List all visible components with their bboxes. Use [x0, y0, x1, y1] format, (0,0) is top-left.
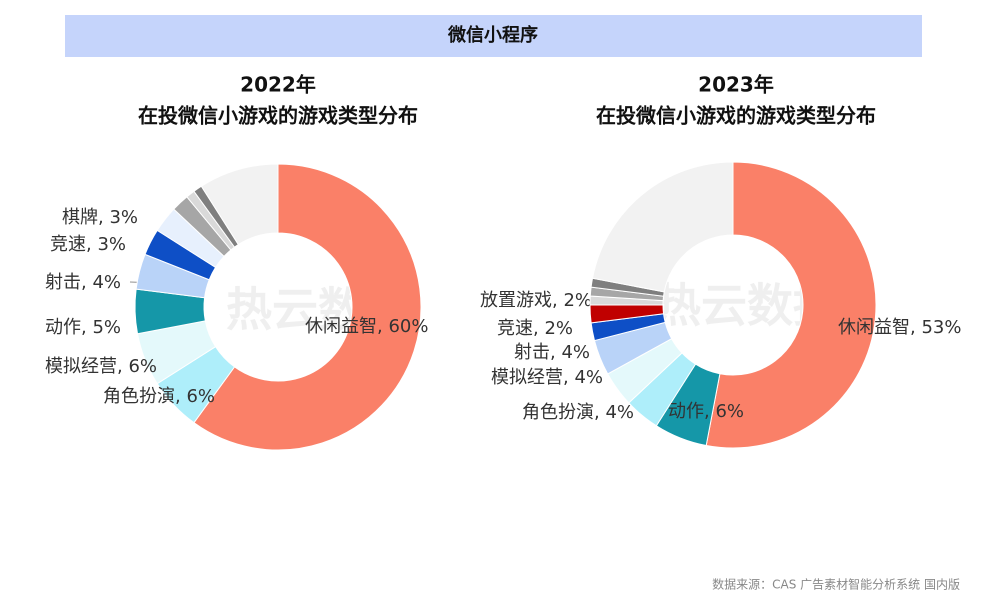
chart-title: 2022年 — [240, 73, 316, 97]
slice — [705, 161, 877, 449]
chart-title: 2023年 — [698, 73, 774, 97]
data-label: 竞速, 2% — [497, 318, 573, 339]
chart-subtitle: 在投微信小游戏的游戏类型分布 — [596, 104, 876, 128]
data-label: 角色扮演, 4% — [522, 402, 634, 423]
data-label: 模拟经营, 6% — [45, 356, 157, 377]
slice — [591, 161, 734, 293]
data-label: 动作, 5% — [45, 317, 121, 338]
data-label: 休闲益智, 53% — [838, 317, 961, 338]
header-bar — [65, 15, 922, 57]
header: 微信小程序 — [447, 24, 538, 46]
data-label: 竞速, 3% — [50, 234, 126, 255]
data-label: 射击, 4% — [514, 342, 590, 363]
data-label: 棋牌, 3% — [62, 207, 138, 228]
data-label: 模拟经营, 4% — [491, 367, 603, 388]
slice — [200, 163, 279, 246]
data-label: 角色扮演, 6% — [103, 386, 215, 407]
data-label: 放置游戏, 2% — [480, 290, 592, 311]
chart-subtitle: 在投微信小游戏的游戏类型分布 — [138, 104, 418, 128]
data-label: 射击, 4% — [45, 272, 121, 293]
data-label: 动作, 6% — [668, 401, 744, 422]
source: 数据来源：CAS 广告素材智能分析系统 国内版 — [712, 577, 960, 592]
slice — [193, 163, 422, 451]
data-label: 休闲益智, 60% — [305, 316, 428, 337]
